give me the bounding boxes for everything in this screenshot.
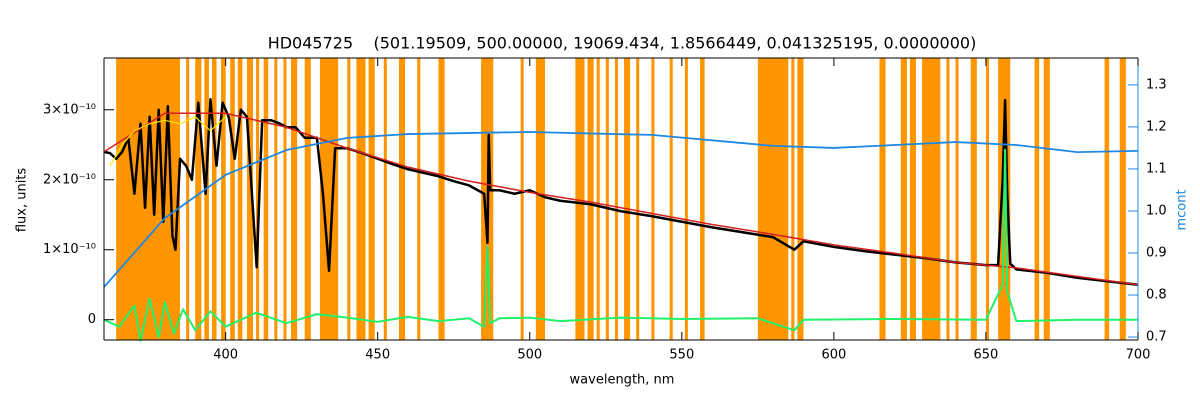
masked-region — [1034, 58, 1040, 340]
masked-region — [398, 58, 406, 340]
masked-region — [211, 58, 217, 340]
x-tick-label: 600 — [821, 348, 846, 363]
y-tick-label: 1×10⁻¹⁰ — [43, 242, 96, 257]
masked-region — [237, 58, 243, 340]
masked-region — [246, 58, 254, 340]
masked-region — [417, 58, 421, 340]
masked-region — [946, 58, 950, 340]
masked-region — [291, 58, 298, 340]
x-tick-label: 500 — [517, 348, 542, 363]
masked-region — [684, 58, 688, 340]
masked-region — [356, 58, 366, 340]
x-tick-label: 450 — [365, 348, 390, 363]
masked-region — [605, 58, 609, 340]
masked-region — [757, 58, 789, 340]
y2-tick-label: 0.9 — [1146, 246, 1167, 261]
masked-region — [900, 58, 907, 340]
masked-region — [1104, 58, 1110, 340]
masked-region — [230, 58, 235, 340]
masked-region — [221, 58, 226, 340]
masked-region — [347, 58, 351, 340]
masked-region — [1043, 58, 1050, 340]
masked-region — [535, 58, 545, 340]
masked-region — [669, 58, 673, 340]
masked-region — [283, 58, 287, 340]
masked-region — [438, 58, 445, 340]
masked-region — [1119, 58, 1126, 340]
masked-region — [274, 58, 278, 340]
y2-tick-label: 0.8 — [1146, 288, 1167, 303]
masked-region — [624, 58, 631, 340]
y2-axis-label: mcont — [1175, 189, 1190, 230]
masked-region — [791, 58, 795, 340]
x-tick-label: 700 — [1126, 348, 1151, 363]
x-axis-label: wavelength, nm — [570, 373, 675, 388]
masked-region — [596, 58, 600, 340]
spectrum-line — [103, 98, 1139, 286]
masked-region — [263, 58, 269, 340]
masked-region — [304, 58, 311, 340]
masked-region — [955, 58, 959, 340]
masked-region — [587, 58, 594, 340]
spectrum-line — [103, 131, 1139, 288]
spectrum-line — [103, 112, 1139, 286]
masked-region — [700, 58, 705, 340]
masked-region — [922, 58, 941, 340]
spectrum-line — [109, 116, 227, 167]
y2-tick-label: 0.7 — [1146, 330, 1167, 345]
y2-tick-label: 1.1 — [1146, 161, 1167, 176]
y2-tick-label: 1.0 — [1146, 203, 1167, 218]
masked-region — [970, 58, 977, 340]
masked-region — [909, 58, 916, 340]
masked-region — [256, 58, 260, 340]
y-tick-label: 2×10⁻¹⁰ — [43, 172, 96, 187]
masked-region — [116, 58, 181, 340]
masked-region — [319, 58, 339, 340]
y2-tick-label: 1.2 — [1146, 119, 1167, 134]
masked-region — [368, 58, 375, 340]
y2-tick-label: 1.3 — [1146, 77, 1167, 92]
x-tick-label: 650 — [974, 348, 999, 363]
masked-region — [985, 58, 989, 340]
y-axis-label: flux, units — [15, 168, 30, 233]
masked-region — [186, 58, 190, 340]
masked-region — [204, 58, 209, 340]
x-tick-label: 550 — [669, 348, 694, 363]
y-tick-label: 3×10⁻¹⁰ — [43, 102, 96, 117]
masked-region — [636, 58, 640, 340]
masked-region — [614, 58, 618, 340]
masked-region — [383, 58, 387, 340]
chart-title: HD045725 (501.19509, 500.00000, 19069.43… — [268, 34, 977, 53]
masked-region — [195, 58, 202, 340]
x-tick-label: 400 — [213, 348, 238, 363]
masked-region — [651, 58, 655, 340]
y-tick-label: 0 — [88, 312, 96, 327]
masked-region — [575, 58, 585, 340]
masked-region — [520, 58, 524, 340]
masked-region — [879, 58, 886, 340]
spectrum-line — [103, 148, 1138, 342]
masked-region — [797, 58, 804, 340]
